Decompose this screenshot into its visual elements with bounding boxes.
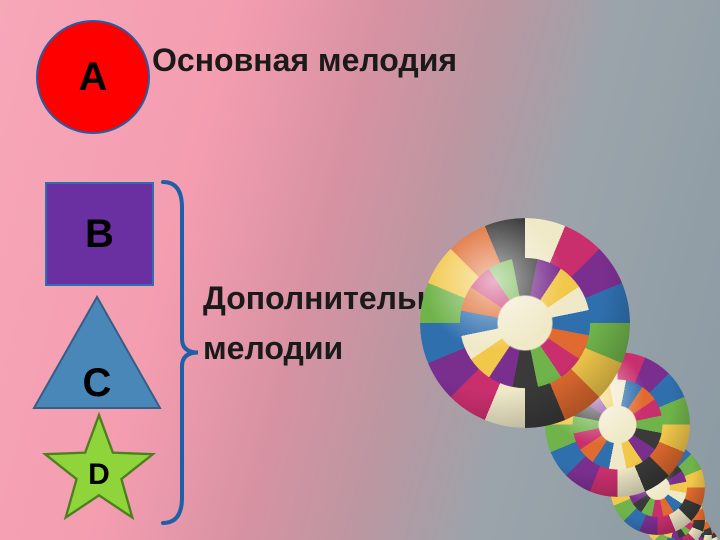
- shape-a-circle: А: [36, 20, 150, 134]
- main-melody-title: Основная мелодия: [152, 42, 457, 79]
- shape-d-label: D: [40, 458, 158, 492]
- grouping-brace: [160, 180, 200, 525]
- sphere-decoration: [420, 218, 630, 428]
- shape-b-square: В: [45, 182, 154, 286]
- shape-b-label: В: [85, 212, 114, 257]
- shape-a-label: А: [79, 55, 108, 100]
- shape-d-star: D: [40, 408, 158, 526]
- shape-c-triangle: С: [32, 295, 162, 410]
- shape-c-label: С: [32, 361, 162, 406]
- extra-melody-title-line2: мелодии: [203, 330, 343, 367]
